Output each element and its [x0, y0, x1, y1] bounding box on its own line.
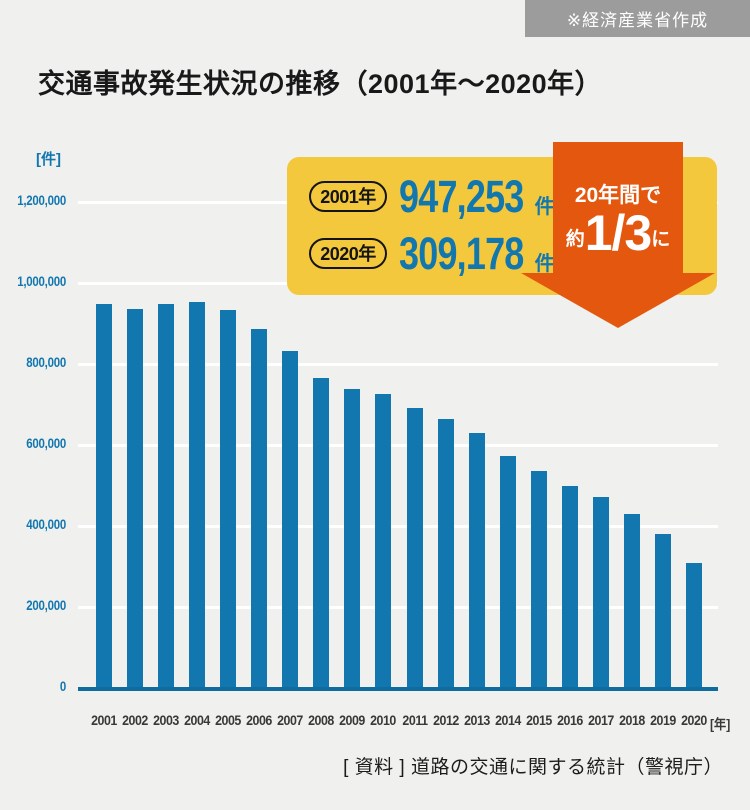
x-axis-unit-label: [年] — [710, 717, 731, 732]
arrow-prefix: 約 — [565, 229, 585, 250]
x-tick-label: 2003 — [153, 713, 179, 728]
y-tick-label: 800,000 — [26, 355, 66, 370]
bar-2009 — [344, 389, 361, 688]
accidents-2020-value: 309,178 — [399, 227, 524, 279]
bar-2005 — [220, 309, 237, 688]
bar-2003 — [158, 303, 175, 688]
x-tick-label: 2013 — [463, 713, 490, 728]
bar-2002 — [127, 308, 144, 688]
page-title: 交通事故発生状況の推移（2001年〜2020年） — [38, 69, 603, 99]
bar-2011 — [406, 407, 423, 688]
bar-2015 — [530, 470, 547, 688]
y-axis-unit-label: [件] — [36, 151, 61, 168]
arrow-suffix: に — [651, 229, 671, 250]
bar-2013 — [468, 433, 485, 688]
bar-2010 — [375, 394, 392, 688]
accidents-2001-unit: 件 — [534, 195, 555, 218]
callout-row-2020: 2020年 309,178 件 — [309, 227, 555, 279]
bar-2012 — [437, 418, 454, 688]
y-tick-label: 1,200,000 — [17, 193, 66, 208]
x-tick-label: 2004 — [184, 713, 211, 728]
x-tick-label: 2019 — [650, 713, 676, 728]
y-tick-label: 1,000,000 — [17, 274, 66, 289]
x-tick-label: 2002 — [122, 713, 148, 728]
bar-2017 — [592, 496, 609, 688]
x-tick-label: 2017 — [587, 713, 614, 728]
y-tick-label: 0 — [59, 679, 66, 694]
arrow-head-shape — [521, 273, 715, 328]
x-tick-label: 2006 — [246, 713, 273, 728]
y-tick-label: 200,000 — [26, 598, 66, 613]
x-tick-label: 2008 — [308, 713, 335, 728]
callout-row-2001: 2001年 947,253 件 — [309, 170, 555, 222]
bar-2014 — [499, 455, 516, 688]
x-tick-label: 2009 — [339, 713, 366, 728]
x-tick-label: 2014 — [494, 713, 521, 728]
x-tick-label: 2010 — [370, 713, 397, 728]
accidents-2020-unit: 件 — [534, 252, 555, 275]
y-tick-label: 600,000 — [26, 436, 66, 451]
bar-2007 — [282, 350, 299, 688]
gridline-400000 — [78, 524, 718, 528]
bar-2016 — [561, 485, 578, 688]
year-pill-2001: 2001年 — [309, 180, 387, 212]
x-tick-label: 2015 — [525, 713, 552, 728]
arrow-caption-line1: 20年間で — [574, 184, 662, 207]
credit-badge: ※経済産業省作成 — [525, 0, 750, 37]
arrow-fraction: 1/3 — [584, 205, 653, 261]
gridline-800000 — [78, 362, 718, 366]
bar-2001 — [96, 304, 112, 688]
bar-2019 — [654, 533, 671, 688]
x-tick-label: 2007 — [277, 713, 304, 728]
arrow-body-shape — [553, 142, 683, 274]
arrow-caption-line2: 約 1/3 に — [553, 204, 683, 258]
x-tick-label: 2012 — [432, 713, 459, 728]
bar-2008 — [313, 377, 330, 688]
accidents-2001-value: 947,253 — [399, 170, 524, 222]
bar-2004 — [189, 302, 206, 688]
bar-2018 — [623, 513, 640, 688]
decrease-arrow: 20年間で 約 1/3 に — [521, 142, 715, 328]
gridline-200000 — [78, 605, 718, 609]
x-axis-line — [78, 687, 718, 691]
x-tick-label: 2011 — [401, 713, 428, 728]
gridline-600000 — [78, 443, 718, 447]
x-tick-label: 2020 — [681, 713, 707, 728]
x-tick-label: 2018 — [618, 713, 645, 728]
x-tick-label: 2001 — [91, 713, 117, 728]
x-tick-label: 2005 — [215, 713, 242, 728]
source-note: [ 資料 ] 道路の交通に関する統計（警視庁） — [343, 757, 723, 778]
x-tick-label: 2016 — [556, 713, 583, 728]
y-tick-label: 400,000 — [26, 517, 66, 532]
bar-2020 — [686, 562, 702, 688]
year-pill-2020: 2020年 — [309, 237, 387, 269]
bar-2006 — [251, 328, 268, 688]
